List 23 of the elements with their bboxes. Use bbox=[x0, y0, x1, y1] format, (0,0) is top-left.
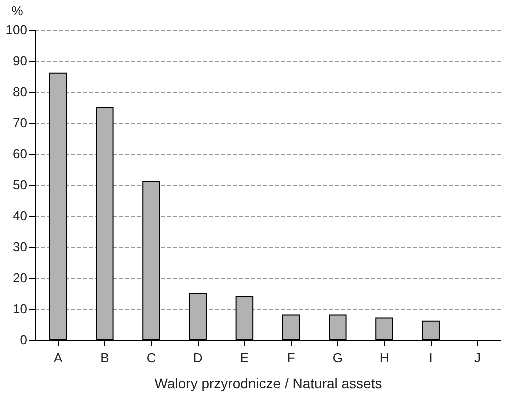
x-tick-label: J bbox=[474, 350, 481, 366]
x-tick-label: A bbox=[54, 350, 63, 366]
y-tick-label: 20 bbox=[13, 270, 28, 286]
x-tick-label: G bbox=[332, 350, 343, 366]
x-tick-label: B bbox=[100, 350, 110, 366]
x-tick-label: C bbox=[146, 350, 156, 366]
x-tick-label: E bbox=[240, 350, 250, 366]
x-tick-label: I bbox=[429, 350, 433, 366]
y-tick-label: 100 bbox=[6, 22, 28, 38]
y-tick-label: 60 bbox=[13, 146, 28, 162]
y-tick-label: 50 bbox=[13, 178, 28, 192]
y-tick-label: 70 bbox=[13, 116, 28, 130]
x-tick-label: F bbox=[287, 350, 296, 366]
y-tick-label: 30 bbox=[13, 240, 28, 254]
x-tick-label: D bbox=[193, 350, 203, 366]
y-tick-label: 40 bbox=[13, 208, 28, 224]
y-tick-label: 90 bbox=[13, 54, 28, 68]
y-axis-title: % bbox=[12, 4, 24, 18]
x-axis-title: Walory przyrodnicze / Natural assets bbox=[154, 376, 382, 392]
y-tick-label: 0 bbox=[20, 332, 28, 348]
x-tick-label: H bbox=[380, 350, 390, 366]
y-tick-label: 80 bbox=[13, 84, 28, 100]
y-tick-label: 10 bbox=[13, 302, 28, 316]
